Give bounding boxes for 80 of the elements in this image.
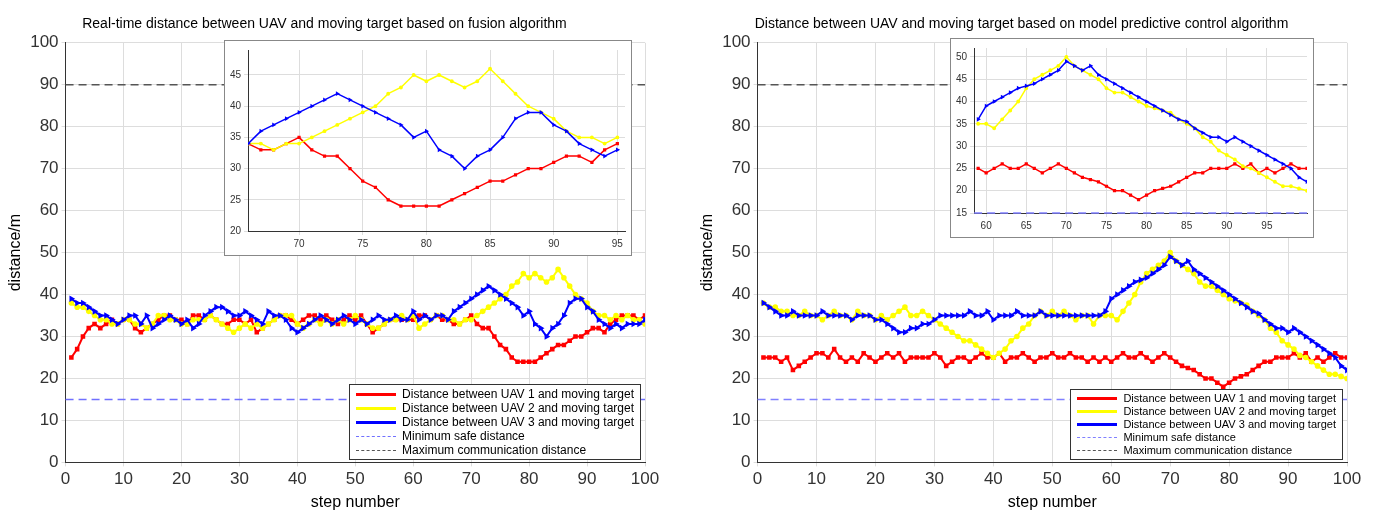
y-tick-label: 70	[731, 158, 751, 178]
y-tick-label: 90	[39, 74, 59, 94]
y-tick-label: 70	[39, 158, 59, 178]
x-tick-label: 70	[293, 237, 306, 249]
y-tick-label: 50	[956, 50, 968, 62]
x-tick-label: 40	[287, 469, 307, 489]
x-tick-label: 70	[1160, 469, 1180, 489]
x-tick-label: 70	[1060, 219, 1073, 231]
legend-label: Distance between UAV 2 and moving target	[402, 401, 634, 415]
x-tick-label: 60	[1101, 469, 1121, 489]
x-tick-label: 80	[1141, 219, 1153, 231]
x-tick-label: 65	[1020, 219, 1033, 231]
x-tick-label: 85	[1181, 219, 1193, 231]
y-tick-label: 100	[30, 32, 59, 52]
y-tick-label: 0	[741, 452, 751, 472]
y-tick-label: 40	[731, 284, 751, 304]
y-tick-label: 40	[956, 95, 968, 107]
x-tick-label: 20	[171, 469, 191, 489]
y-tick-label: 25	[230, 193, 242, 205]
chart-title: Real-time distance between UAV and moving target based on fusion algorithm	[82, 15, 567, 32]
legend-label: Distance between UAV 1 and moving target	[1123, 392, 1336, 405]
y-tick-label: 40	[39, 284, 59, 304]
y-tick-label: 35	[230, 131, 242, 143]
y-tick-label: 30	[39, 326, 59, 346]
x-axis-title: step number	[310, 492, 401, 510]
x-tick-label: 80	[1219, 469, 1239, 489]
x-tick-label: 95	[1261, 219, 1273, 231]
x-tick-label: 90	[548, 237, 560, 249]
x-tick-label: 95	[611, 237, 624, 249]
x-tick-label: 90	[577, 469, 597, 489]
y-tick-label: 20	[731, 368, 751, 388]
y-tick-label: 45	[230, 68, 242, 80]
y-tick-label: 20	[956, 184, 968, 196]
legend-label: Minimum safe distance	[402, 429, 525, 443]
x-tick-label: 40	[983, 469, 1003, 489]
x-tick-label: 60	[403, 469, 423, 489]
y-tick-label: 90	[731, 74, 751, 94]
y-tick-label: 100	[722, 32, 751, 52]
y-tick-label: 30	[731, 326, 751, 346]
y-tick-label: 35	[956, 117, 968, 129]
x-tick-label: 100	[1332, 469, 1362, 489]
x-tick-label: 90	[1278, 469, 1298, 489]
y-tick-label: 10	[731, 410, 751, 430]
legend-label: Maximum communication distance	[402, 443, 587, 457]
legend-label: Minimum safe distance	[1123, 431, 1236, 444]
x-axis-title: step number	[1007, 492, 1098, 510]
y-tick-label: 10	[39, 410, 59, 430]
x-tick-label: 80	[519, 469, 539, 489]
y-tick-label: 15	[956, 206, 968, 218]
y-axis-title: distance/m	[6, 213, 24, 292]
x-tick-label: 60	[980, 219, 993, 231]
x-tick-label: 75	[1100, 219, 1113, 231]
chart-title: Distance between UAV and moving target based on model predictive control algorithm	[754, 15, 1289, 32]
x-tick-label: 75	[357, 237, 369, 249]
x-tick-label: 85	[484, 237, 497, 249]
legend-label: Distance between UAV 1 and moving target	[402, 387, 634, 401]
y-tick-label: 25	[956, 162, 968, 174]
legend-label: Distance between UAV 3 and moving target	[402, 415, 634, 429]
y-tick-label: 30	[956, 139, 968, 151]
y-tick-label: 20	[39, 368, 59, 388]
y-tick-label: 45	[956, 72, 968, 84]
x-tick-label: 20	[865, 469, 885, 489]
y-tick-label: 30	[230, 162, 242, 174]
legend-label: Maximum communication distance	[1123, 444, 1293, 457]
x-tick-label: 70	[461, 469, 481, 489]
legend-label: Distance between UAV 3 and moving target	[1123, 418, 1336, 431]
y-axis-title: distance/m	[698, 213, 716, 292]
y-tick-label: 40	[230, 99, 242, 111]
x-tick-label: 10	[114, 469, 133, 489]
y-tick-label: 80	[39, 116, 59, 136]
x-tick-label: 50	[345, 469, 365, 489]
x-tick-label: 10	[807, 469, 826, 489]
legend-label: Distance between UAV 2 and moving target	[1123, 405, 1336, 418]
x-tick-label: 80	[420, 237, 433, 249]
x-tick-label: 30	[924, 469, 944, 489]
y-tick-label: 0	[49, 452, 59, 472]
x-tick-label: 90	[1221, 219, 1233, 231]
x-tick-label: 100	[630, 469, 660, 489]
y-tick-label: 80	[731, 116, 751, 136]
x-tick-label: 50	[1042, 469, 1062, 489]
